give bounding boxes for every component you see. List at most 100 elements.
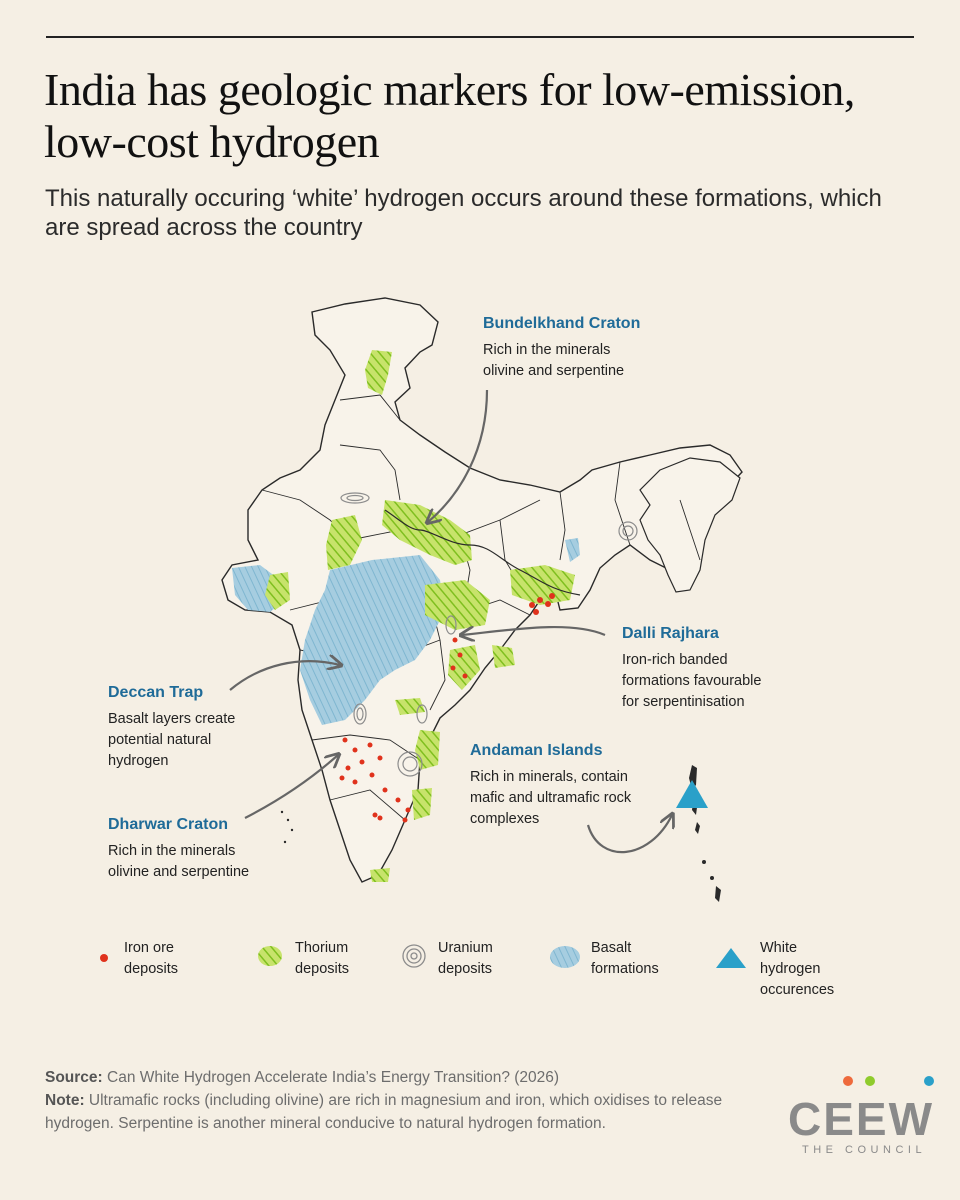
callout-arrows [229, 389, 672, 854]
callout-andaman-name: Andaman Islands [470, 742, 603, 759]
uranium-ap [397, 751, 423, 777]
source-label: Source: [45, 1069, 103, 1086]
iron-ore-dot [457, 652, 463, 658]
thorium-jharkhand [510, 565, 575, 605]
iron-ore-dot [533, 609, 539, 615]
footer-notes: Source: Can White Hydrogen Accelerate In… [45, 1066, 745, 1135]
thorium-hatch-icon [258, 946, 282, 966]
uranium-meghalaya-inner [622, 525, 634, 537]
logo-wordmark: CEEW [788, 1093, 934, 1145]
source-text: Can White Hydrogen Accelerate India’s En… [107, 1069, 560, 1086]
arrow-dharwar [244, 755, 338, 819]
iron-ore-dot [549, 593, 555, 599]
legend-white-hydrogen-label: White hydrogen occurences [760, 940, 835, 998]
iron-ore-dot [377, 755, 383, 761]
basalt-blob-icon [550, 946, 580, 968]
iron-ore-dot [372, 812, 378, 818]
thorium-jk [365, 350, 392, 395]
thorium-odisha [492, 645, 515, 668]
iron-ore-dot [450, 665, 456, 671]
thorium-tn [412, 788, 432, 820]
deccan-trap-basalt [300, 555, 445, 725]
uranium-chhattisgarh [445, 615, 457, 635]
iron-ore-dot [345, 765, 351, 771]
northeast-basalt [565, 538, 580, 562]
thorium-kerala [370, 868, 390, 882]
page-subtitle: This naturally occuring ‘white’ hydrogen… [45, 185, 882, 241]
callout-deccan-trap: Deccan Trap Basalt layers create potenti… [108, 683, 235, 772]
legend-basalt: Basalt formations [549, 938, 659, 980]
uranium-telangana [416, 704, 428, 724]
uranium-rajasthan-inner [346, 494, 364, 502]
northeast-outline [639, 457, 741, 593]
logo-tagline: THE COUNCIL [802, 1144, 927, 1156]
legend-basalt-label: Basalt formations [591, 940, 659, 977]
logo-dots-icon [843, 1076, 934, 1086]
iron-ore-dot [359, 759, 365, 765]
iron-ore-dot [352, 747, 358, 753]
uranium-maharashtra [353, 703, 367, 725]
iron-ore-dot [452, 637, 458, 643]
callout-bundelkhand: Bundelkhand Craton Rich in the minerals … [483, 314, 640, 382]
thorium-telangana [395, 698, 425, 715]
callout-andaman: Andaman Islands Rich in minerals, contai… [470, 741, 631, 830]
callout-deccan-trap-desc: Basalt layers create potential natural h… [108, 711, 236, 769]
legend: Iron ore deposits Thorium deposits Urani… [0, 938, 960, 1008]
callout-dharwar: Dharwar Craton Rich in the minerals oliv… [108, 815, 249, 883]
uranium-deposits [340, 492, 638, 777]
callout-dharwar-name: Dharwar Craton [108, 816, 229, 833]
white-hydrogen-marker [676, 780, 708, 808]
thorium-gujarat [265, 572, 290, 610]
uranium-ap-inner [402, 756, 418, 772]
iron-ore-dot [377, 815, 383, 821]
iron-ore-deposits [339, 593, 555, 823]
arrow-deccan [229, 661, 340, 691]
callout-dharwar-desc: Rich in the minerals olivine and serpent… [108, 843, 250, 880]
callout-dalli-rajhara: Dalli Rajhara Iron-rich banded formation… [622, 624, 761, 713]
india-map [221, 297, 743, 902]
thorium-bundelkhand [382, 500, 472, 565]
uranium-swirl-icon [402, 944, 426, 968]
thorium-rajasthan [326, 515, 362, 570]
thorium-chhattisgarh [448, 645, 480, 690]
iron-ore-dot [339, 775, 345, 781]
legend-uranium: Uranium deposits [400, 938, 493, 980]
india-outline [221, 297, 743, 883]
iron-ore-dot [402, 817, 408, 823]
ceew-logo: CEEW THE COUNCIL [788, 1072, 938, 1162]
uranium-rajasthan [340, 492, 370, 504]
arrow-andaman [586, 815, 672, 854]
legend-iron-ore: Iron ore deposits [98, 938, 178, 980]
thorium-deposits [265, 350, 575, 882]
iron-ore-icon [100, 954, 108, 962]
iron-ore-dot [529, 602, 535, 608]
iron-ore-dot [405, 807, 411, 813]
callout-dalli-rajhara-name: Dalli Rajhara [622, 625, 719, 642]
iron-ore-dot [352, 779, 358, 785]
lakshadweep-islands [280, 810, 294, 844]
uranium-meghalaya [618, 521, 638, 541]
note-line: Note: Ultramafic rocks (including olivin… [45, 1089, 745, 1135]
iron-ore-dot [545, 601, 551, 607]
source-line: Source: Can White Hydrogen Accelerate In… [45, 1066, 745, 1089]
note-label: Note: [45, 1092, 85, 1109]
legend-thorium-label: Thorium deposits [295, 940, 350, 977]
iron-ore-dot [382, 787, 388, 793]
thorium-ap [415, 730, 440, 770]
iron-ore-dot [369, 772, 375, 778]
callout-andaman-desc: Rich in minerals, contain mafic and ultr… [470, 769, 632, 827]
arrow-bundelkhand [428, 389, 489, 522]
legend-iron-ore-label: Iron ore deposits [124, 940, 179, 977]
arrow-dalli [462, 625, 606, 635]
callout-dalli-rajhara-desc: Iron-rich banded formations favourable f… [622, 652, 762, 710]
legend-white-hydrogen: White hydrogen occurences [714, 938, 834, 1001]
note-text: Ultramafic rocks (including olivine) are… [45, 1092, 723, 1132]
legend-uranium-label: Uranium deposits [438, 940, 493, 977]
uranium-maharashtra-inner [356, 707, 364, 721]
white-hydrogen-triangle-icon [716, 948, 746, 968]
page-title: India has geologic markers for low-emiss… [44, 64, 855, 167]
river-line [384, 509, 581, 596]
callout-bundelkhand-name: Bundelkhand Craton [483, 315, 641, 332]
iron-ore-dot [462, 673, 468, 679]
callout-bundelkhand-desc: Rich in the minerals olivine and serpent… [483, 342, 625, 379]
